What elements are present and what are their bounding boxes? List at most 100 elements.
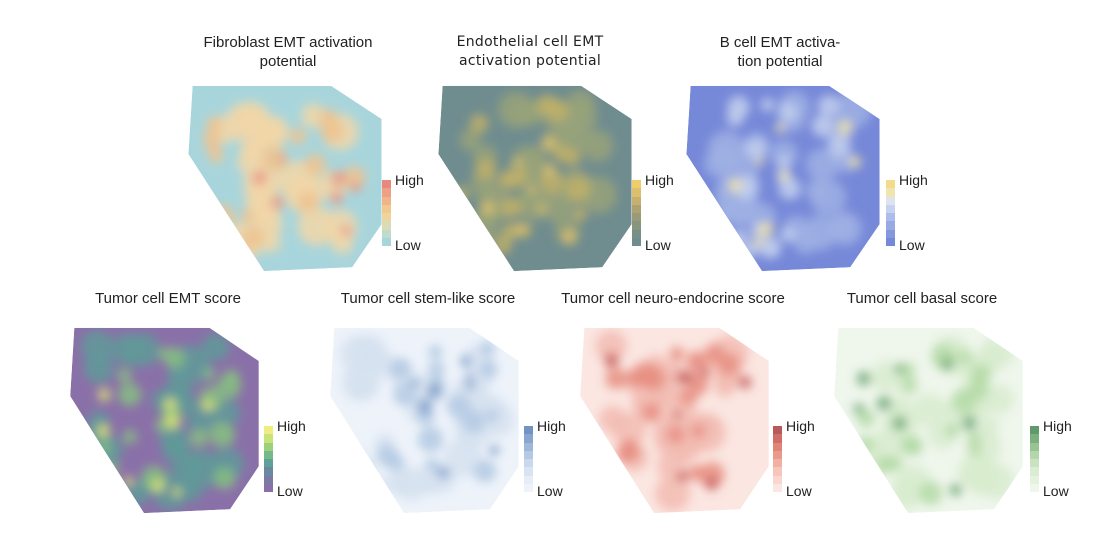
legend-color-step [1030, 434, 1039, 443]
legend-color-step [524, 426, 533, 435]
density-spot [417, 398, 433, 415]
density-spot [941, 357, 954, 371]
density-spot [527, 185, 536, 194]
panel-title: Tumor cell EMT score [95, 290, 241, 307]
density-spot [669, 346, 685, 362]
legend-color-step [886, 229, 895, 238]
legend-color-step [524, 450, 533, 459]
density-spot [968, 378, 990, 400]
spatial-map-endothelial [438, 85, 632, 272]
density-spot [715, 202, 738, 225]
density-spot [105, 461, 120, 475]
legend-low-label: Low [537, 483, 563, 499]
density-spot [903, 436, 924, 456]
density-spot [222, 429, 236, 442]
legend-color-step [886, 237, 895, 246]
density-spot [289, 128, 307, 145]
legend-colorbar [524, 426, 533, 492]
density-spot [410, 378, 420, 388]
density-spot [738, 375, 752, 389]
density-spot [817, 95, 840, 117]
density-spot [641, 402, 662, 424]
density-spot [876, 395, 892, 412]
density-spot [802, 214, 838, 251]
density-spot [151, 479, 165, 493]
density-spot [222, 247, 236, 260]
density-spot [778, 177, 801, 200]
legend-color-step [632, 188, 641, 197]
density-spot [297, 191, 319, 213]
legend-color-step [264, 450, 273, 459]
legend-color-step [1030, 483, 1039, 492]
legend-colorbar [264, 426, 273, 492]
legend-color-step [886, 188, 895, 197]
density-spot [459, 128, 482, 151]
density-spot [163, 397, 177, 411]
panel-title: Endothelial cell EMT activation potentia… [456, 34, 604, 69]
density-spot [967, 431, 982, 446]
density-spot [666, 425, 685, 444]
density-spot [780, 226, 796, 243]
density-spot [857, 409, 876, 428]
density-spot [546, 99, 569, 122]
density-spot [428, 344, 443, 360]
density-spot [961, 415, 977, 431]
density-spot [488, 444, 500, 456]
density-spot [437, 466, 450, 479]
legend-color-step [1030, 475, 1039, 484]
legend-high-label: High [395, 172, 424, 188]
density-spot [485, 409, 499, 423]
panel-title: Tumor cell basal score [846, 290, 998, 307]
density-spot [675, 370, 690, 385]
density-spot [424, 457, 440, 473]
density-spot [111, 333, 145, 367]
density-spot [479, 360, 498, 379]
legend-color-step [1030, 450, 1039, 459]
legend-color-step [264, 467, 273, 476]
density-spot [918, 481, 943, 506]
density-spot [837, 119, 853, 135]
density-spot [252, 170, 267, 186]
density-spot [912, 393, 946, 427]
density-spot [805, 148, 839, 182]
density-spot [428, 360, 445, 378]
density-spot [565, 176, 591, 202]
density-spot [240, 138, 264, 162]
density-spot [236, 244, 250, 259]
density-spot [769, 140, 798, 169]
density-spot [426, 383, 443, 399]
density-spot [475, 159, 496, 180]
density-spot [676, 470, 689, 483]
density-spot [210, 204, 235, 229]
density-spot [330, 170, 347, 187]
density-spot [213, 467, 236, 490]
density-spot [117, 368, 132, 383]
legend-color-step [382, 229, 391, 238]
density-spot [355, 461, 372, 478]
density-spot [611, 412, 647, 448]
legend-color-step [632, 229, 641, 238]
density-spot [202, 399, 214, 411]
density-spot [189, 428, 209, 448]
legend-color-step [886, 196, 895, 205]
density-spot [96, 424, 110, 438]
legend-color-step [524, 459, 533, 468]
legend-high-label: High [786, 418, 815, 434]
density-spot [778, 170, 790, 182]
legend-low-label: Low [645, 237, 671, 253]
density-spot [366, 348, 396, 378]
density-spot [717, 352, 741, 376]
density-spot [764, 245, 777, 258]
legend-low-label: Low [1043, 483, 1069, 499]
legend-color-step [1030, 442, 1039, 451]
density-spot [704, 476, 719, 491]
legend-color-step [886, 180, 895, 189]
legend-color-step [524, 434, 533, 443]
legend-color-step [1030, 426, 1039, 435]
color-legend: High Low [524, 418, 584, 502]
legend-color-step [264, 426, 273, 435]
legend-color-step [264, 483, 273, 492]
density-spot [446, 394, 471, 419]
density-spot [699, 367, 710, 377]
legend-low-label: Low [395, 237, 421, 253]
